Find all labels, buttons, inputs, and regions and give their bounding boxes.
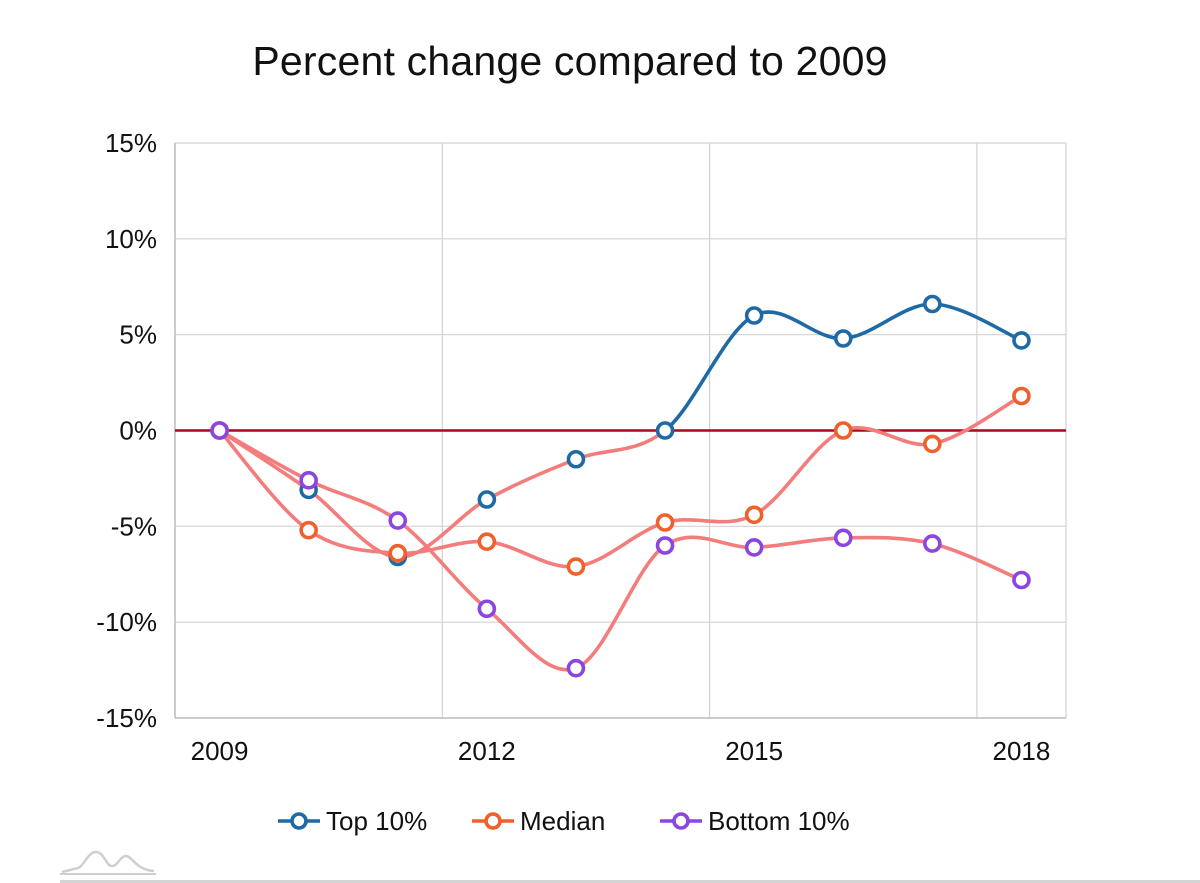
series-lines [217,302,1024,672]
data-point [655,513,675,532]
data-point [833,528,853,548]
y-axis-ticks: -15% -10% -5% 0% 5% 10% 15% [96,128,157,733]
bottom-divider [60,880,1200,883]
legend-marker-icon [290,812,308,830]
x-tick-label: 2015 [725,736,783,766]
series-line-segment [752,536,846,550]
series-line-segment [574,520,667,569]
series-line-segment [395,497,489,559]
data-point [477,532,497,551]
data-point [477,490,497,509]
chart-title: Percent change compared to 2009 [252,38,888,84]
y-tick-label: -15% [96,703,157,733]
y-tick-label: 0% [119,416,157,446]
legend-marker-icon [672,812,690,830]
series-line-segment [663,313,756,433]
series-line-segment [306,478,400,523]
legend-label: Bottom 10% [708,806,850,836]
series-line-segment [485,539,578,569]
series-line-segment [841,426,935,447]
x-tick-label: 2009 [191,736,249,766]
y-tick-label: -5% [111,511,157,541]
data-point [1012,331,1031,350]
data-point [744,538,764,557]
series-line-segment [306,528,400,555]
data-point [477,599,497,619]
data-point [655,536,675,555]
data-point [655,421,675,440]
data-point [923,434,942,454]
series-line-segment [217,428,311,483]
data-point [923,534,942,553]
legend-label: Median [520,806,605,836]
y-tick-label: 15% [105,128,157,158]
series-line-segment [841,302,935,341]
data-point [1012,386,1031,406]
y-tick-label: -10% [96,607,157,637]
data-point [388,543,408,563]
series-line-segment [306,488,400,559]
data-point [833,421,853,440]
series-line-segment [395,518,489,611]
data-point [388,511,408,530]
data-point [299,520,318,540]
series-line-segment [841,535,935,546]
data-point [566,449,586,469]
x-tick-label: 2018 [993,736,1051,766]
data-point [299,471,318,490]
data-point [744,505,764,525]
legend-marker-icon [484,812,502,830]
series-line-segment [752,428,846,517]
series-line-segment [485,457,578,502]
data-point [923,294,942,314]
data-point [833,329,853,348]
series-line-segment [663,535,756,550]
data-point [744,306,764,325]
data-point [566,557,586,576]
series-line-segment [217,428,311,532]
y-tick-label: 10% [105,224,157,254]
series-line-segment [485,606,578,672]
data-point [1012,570,1031,590]
series-line-segment [752,310,846,341]
series-line-segment [574,543,667,670]
series-line-segment [574,428,667,462]
data-point [566,658,586,678]
watermark-logo-icon [60,850,156,875]
legend: Top 10% Median Bottom 10% [278,806,850,836]
data-points [210,294,1031,678]
y-tick-label: 5% [119,320,157,350]
data-point [210,421,229,440]
x-axis-ticks: 2009 2012 2015 2018 [191,736,1051,766]
x-tick-label: 2012 [458,736,516,766]
legend-label: Top 10% [326,806,427,836]
